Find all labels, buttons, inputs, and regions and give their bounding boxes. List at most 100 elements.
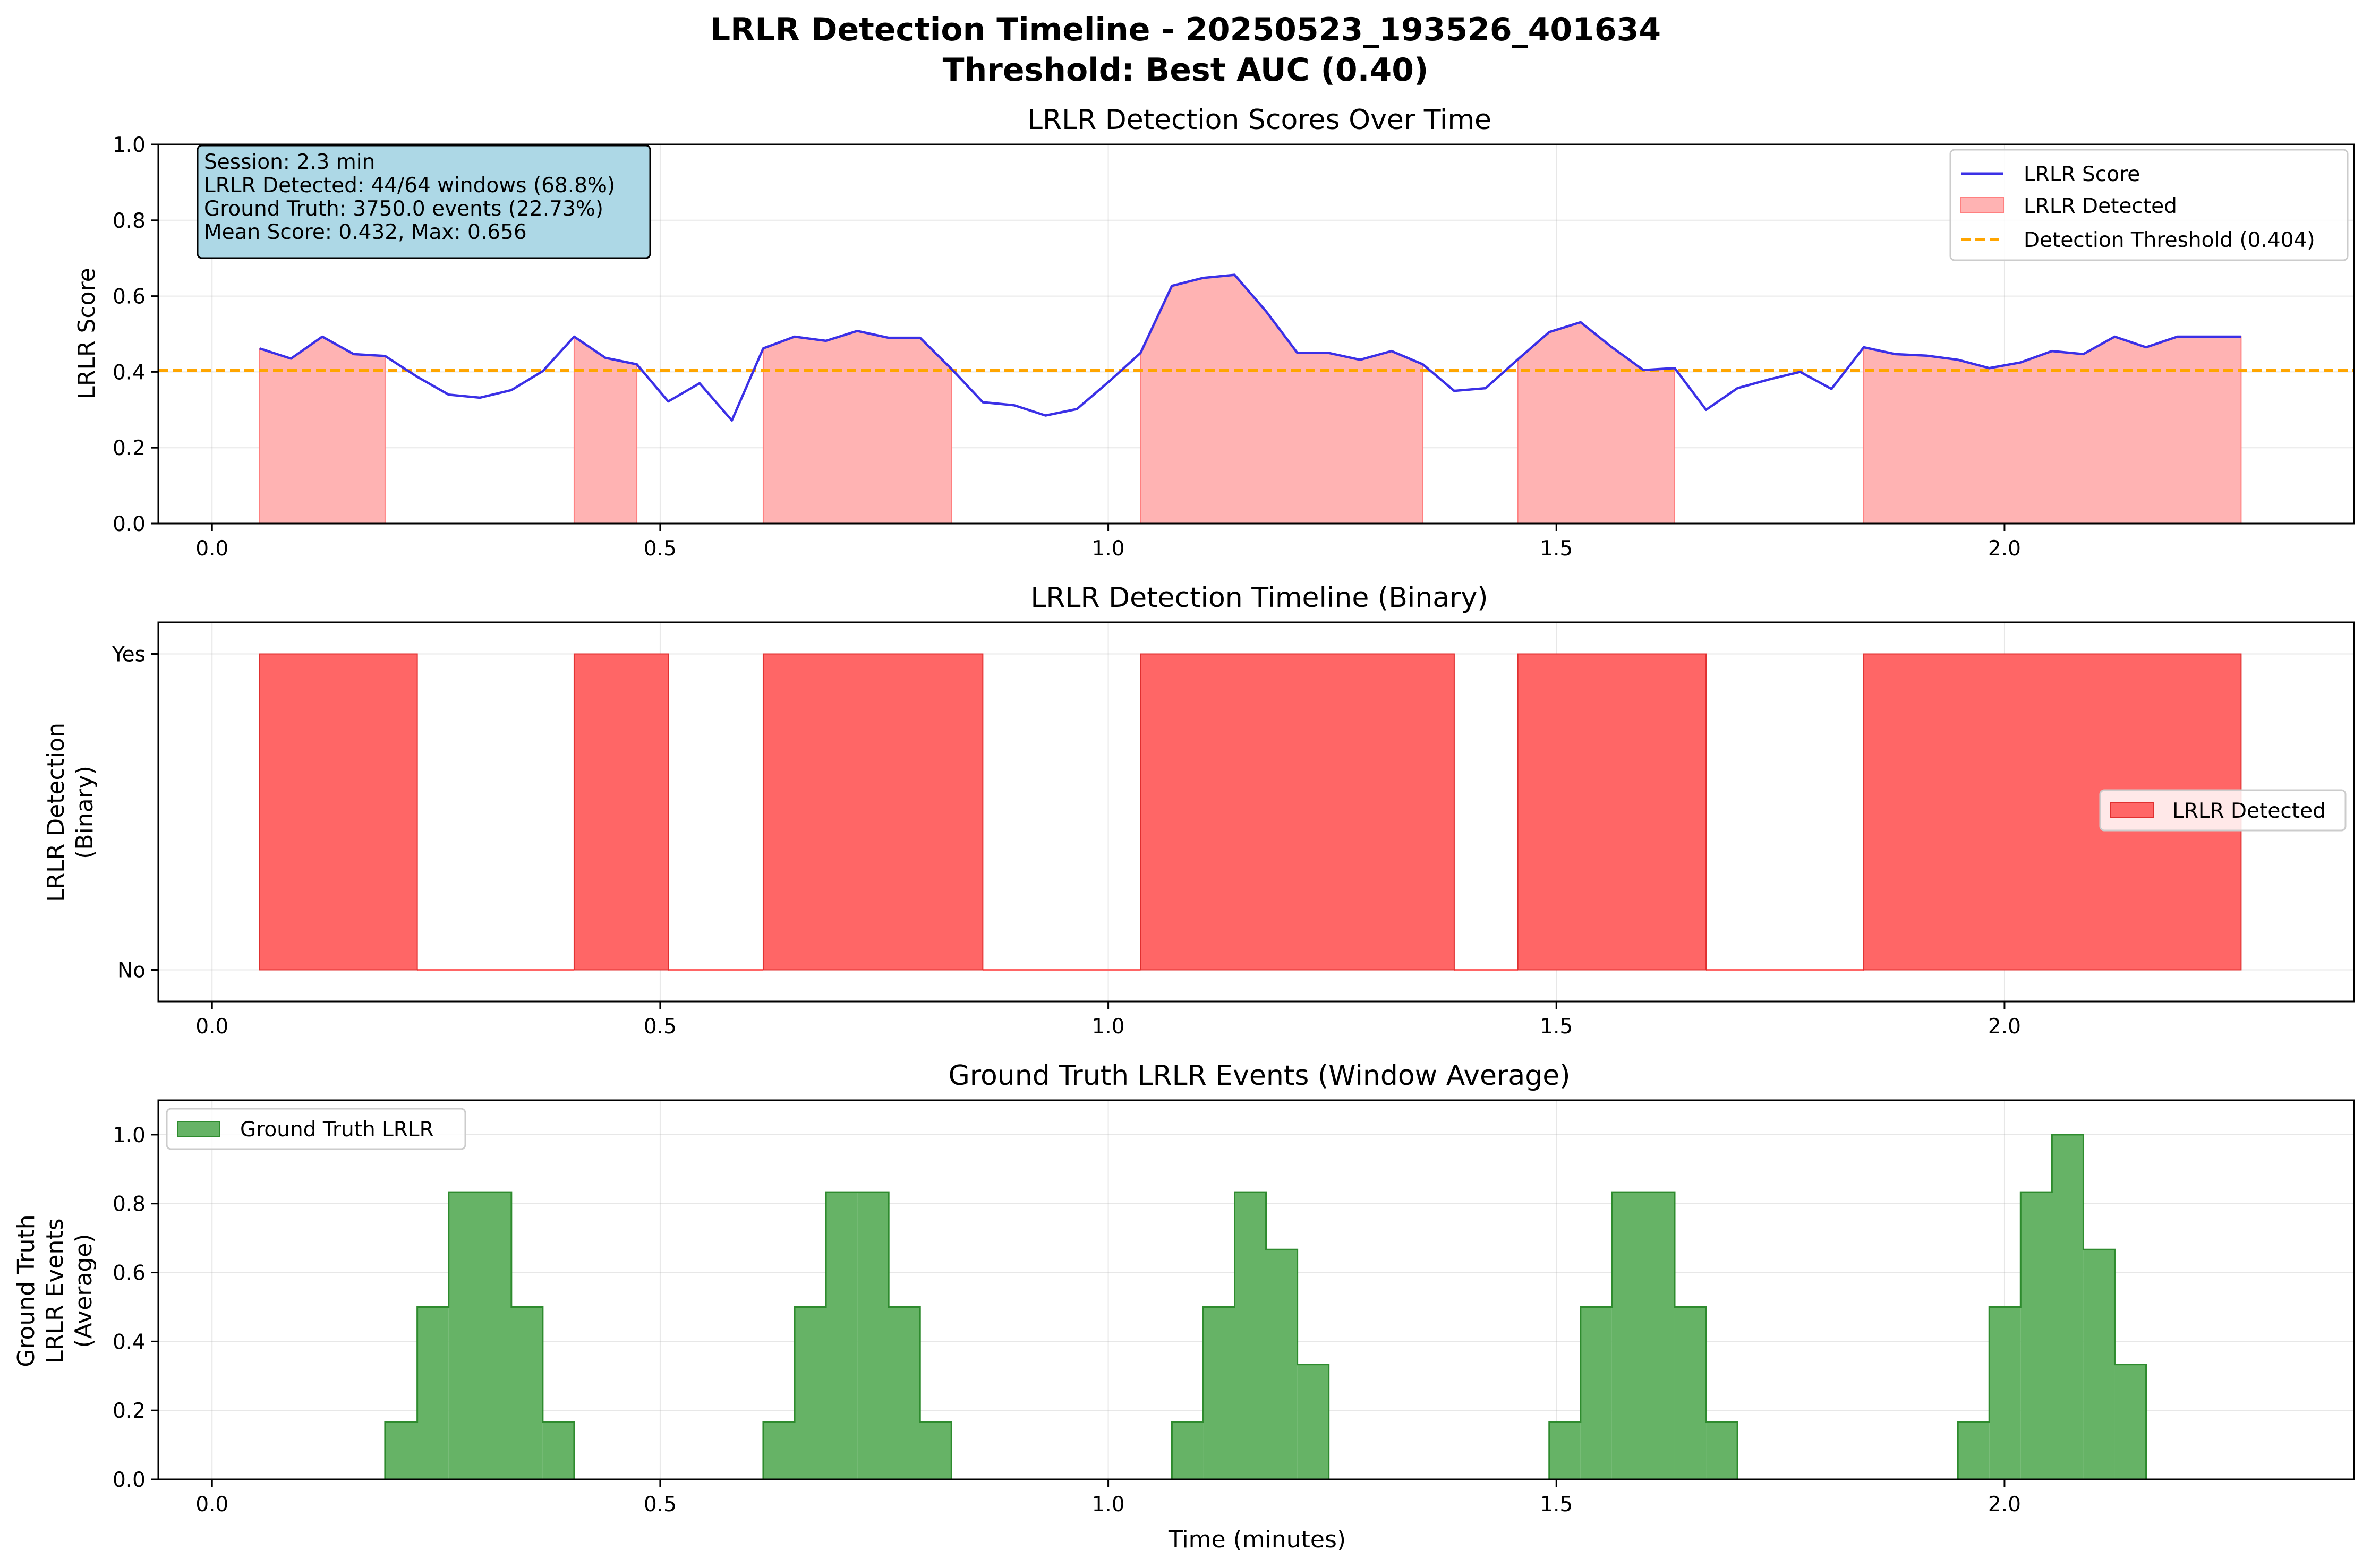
scores-x-tick-label: 0.5 <box>644 537 677 561</box>
figure-title-line1: LRLR Detection Timeline - 20250523_19352… <box>710 11 1661 48</box>
binary-y-axis-label-line1: LRLR Detection <box>42 723 70 902</box>
ground-truth-bar <box>385 1421 417 1479</box>
ground-truth-x-tick-label: 2.0 <box>1988 1493 2021 1516</box>
scores-y-tick-label: 0.4 <box>113 361 146 384</box>
ground-truth-x-tick-label: 1.0 <box>1092 1493 1125 1516</box>
binary-panel: LRLR Detection Timeline (Binary) LRLR De… <box>42 582 2355 1039</box>
scores-x-tick-label: 0.0 <box>195 537 228 561</box>
ground-truth-bar <box>480 1192 511 1479</box>
detected-region <box>762 330 952 524</box>
ground-truth-bar <box>1611 1192 1643 1479</box>
scores-x-tick-label: 2.0 <box>1988 537 2021 561</box>
binary-legend: LRLR Detected <box>2099 789 2347 832</box>
scores-x-tick-label: 1.0 <box>1092 537 1125 561</box>
detected-region <box>1140 274 1423 524</box>
ground-truth-bar <box>542 1421 574 1479</box>
info-detected: LRLR Detected: 44/64 windows (68.8%) <box>204 174 615 198</box>
binary-y-tick-label: Yes <box>112 643 146 667</box>
ground-truth-y-tick-label: 0.2 <box>113 1399 146 1423</box>
binary-detected-block <box>573 653 669 971</box>
detected-region <box>1863 336 2242 524</box>
ground-truth-x-tick-label: 0.5 <box>644 1493 677 1516</box>
scores-x-ticks: 0.0 0.5 1.0 1.5 2.0 <box>195 524 2021 561</box>
binary-detected-block <box>1140 653 1455 971</box>
score-line-path <box>259 273 2241 422</box>
ground-truth-bar <box>1989 1307 2021 1479</box>
ground-truth-bar <box>511 1307 543 1479</box>
ground-truth-y-tick-label: 0.0 <box>113 1468 146 1492</box>
info-box: Session: 2.3 min LRLR Detected: 44/64 wi… <box>197 144 651 259</box>
detected-region <box>573 336 638 524</box>
ground-truth-bar <box>1203 1307 1235 1479</box>
binary-x-tick-label: 1.0 <box>1092 1015 1125 1039</box>
info-mean-score: Mean Score: 0.432, Max: 0.656 <box>204 220 527 244</box>
ground-truth-y-ticks: 0.0 0.2 0.4 0.6 0.8 1.0 <box>113 1124 158 1492</box>
ground-truth-bar <box>417 1307 449 1479</box>
ground-truth-bar <box>2114 1364 2146 1479</box>
binary-y-ticks: No Yes <box>112 643 158 983</box>
ground-truth-bar <box>2052 1134 2084 1479</box>
ground-truth-legend-label: Ground Truth LRLR <box>240 1118 434 1142</box>
ground-truth-bar <box>2083 1249 2115 1479</box>
detected-region <box>1517 321 1675 524</box>
detected-region <box>259 336 386 524</box>
binary-x-tick-label: 0.0 <box>195 1015 228 1039</box>
scores-legend-frame <box>1949 149 2349 261</box>
figure-title-line2: Threshold: Best AUC (0.40) <box>943 52 1429 89</box>
ground-truth-bar <box>1172 1421 1204 1479</box>
binary-legend-swatch <box>2110 802 2154 818</box>
ground-truth-bar <box>826 1192 858 1479</box>
ground-truth-bar <box>1958 1421 1990 1479</box>
ground-truth-y-tick-label: 0.8 <box>113 1193 146 1216</box>
ground-truth-bar <box>1706 1421 1738 1479</box>
ground-truth-bar <box>2020 1192 2052 1479</box>
ground-truth-y-tick-label: 0.6 <box>113 1262 146 1286</box>
ground-truth-panel-title: Ground Truth LRLR Events (Window Average… <box>948 1060 1570 1092</box>
ground-truth-y-tick-label: 0.4 <box>113 1330 146 1354</box>
ground-truth-y-tick-label: 1.0 <box>113 1124 146 1147</box>
ground-truth-x-ticks: 0.0 0.5 1.0 1.5 2.0 <box>195 1479 2021 1516</box>
ground-truth-y-axis-label-line2: LRLR Events <box>41 1218 69 1363</box>
scores-legend: LRLR Score LRLR Detected Detection Thres… <box>1949 149 2349 261</box>
ground-truth-bar <box>1297 1364 1329 1479</box>
binary-detected-block <box>762 653 984 971</box>
ground-truth-bar <box>857 1192 889 1479</box>
binary-plot-frame <box>157 621 2355 1003</box>
scores-y-tick-label: 0.2 <box>113 436 146 460</box>
scores-panel: LRLR Detection Scores Over Time LRLR Sco… <box>73 104 2355 561</box>
scores-panel-title: LRLR Detection Scores Over Time <box>1027 104 1491 136</box>
ground-truth-bar <box>889 1307 920 1479</box>
ground-truth-plot-frame <box>157 1099 2355 1480</box>
scores-x-tick-label: 1.5 <box>1540 537 1573 561</box>
binary-detected-regions <box>259 653 2242 971</box>
ground-truth-legend-frame <box>166 1108 466 1150</box>
legend-detected-label: LRLR Detected <box>2024 194 2177 218</box>
score-line <box>259 273 2241 422</box>
ground-truth-bar <box>1674 1307 1707 1479</box>
scores-y-tick-label: 0.8 <box>113 209 146 233</box>
ground-truth-bar <box>1580 1307 1612 1479</box>
ground-truth-bar <box>1266 1249 1298 1479</box>
x-axis-label: Time (minutes) <box>1168 1526 1346 1553</box>
ground-truth-y-axis-label-line3: (Average) <box>70 1233 97 1348</box>
binary-legend-label: LRLR Detected <box>2172 799 2326 823</box>
info-session: Session: 2.3 min <box>204 150 375 174</box>
ground-truth-legend: Ground Truth LRLR <box>166 1108 466 1150</box>
binary-legend-frame <box>2099 789 2347 832</box>
binary-detected-block <box>1517 653 1707 971</box>
binary-panel-title: LRLR Detection Timeline (Binary) <box>1030 582 1488 614</box>
info-box-background <box>197 144 651 259</box>
binary-x-tick-label: 2.0 <box>1988 1015 2021 1039</box>
scores-plot-frame <box>157 143 2355 525</box>
binary-y-tick-label: No <box>117 959 146 983</box>
scores-y-tick-label: 0.6 <box>113 285 146 309</box>
binary-x-tick-label: 0.5 <box>644 1015 677 1039</box>
scores-y-tick-label: 0.0 <box>113 512 146 536</box>
scores-detected-regions <box>259 274 2242 524</box>
ground-truth-bar <box>448 1192 480 1479</box>
legend-detected-swatch <box>1960 197 2004 213</box>
ground-truth-x-tick-label: 0.0 <box>195 1493 228 1516</box>
ground-truth-y-axis-label-line1: Ground Truth <box>13 1214 40 1367</box>
ground-truth-step-line <box>259 1134 2273 1480</box>
